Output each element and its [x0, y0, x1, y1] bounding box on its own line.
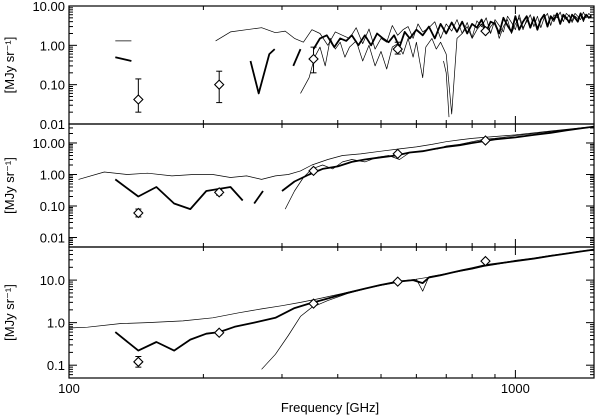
diamond-marker [308, 165, 319, 177]
y-tick-label: 1.00 [40, 167, 65, 182]
y-tick-label: 10.0 [40, 273, 65, 288]
data-point [213, 187, 225, 198]
diamond-marker [213, 327, 225, 338]
panel-2: 0.01 0.10 1.00 10.00 [MJy sr⁻¹] [2, 123, 595, 248]
data-point [133, 207, 144, 219]
diamond-marker [133, 356, 144, 368]
diamond-marker [392, 43, 404, 55]
x-axis: 100 1000 [58, 381, 530, 396]
data-point [308, 298, 319, 309]
thin-series-line [300, 13, 592, 115]
thin-series-line [443, 60, 450, 118]
data-point [308, 46, 319, 74]
data-point [480, 25, 491, 37]
data-point [308, 165, 319, 177]
thick-series-line [281, 125, 594, 192]
thick-series-line [312, 12, 592, 50]
diamond-marker [308, 53, 319, 65]
diamond-marker [480, 25, 491, 37]
thin-series-line [261, 248, 594, 370]
diamond-marker [392, 148, 404, 160]
data-point [213, 327, 225, 338]
y-axis-label: [MJy sr⁻¹] [2, 157, 17, 214]
panel-3: 0.1 1.0 10.0 [MJy sr⁻¹] [2, 246, 595, 379]
data-point [480, 135, 491, 146]
y-tick-label: 0.10 [40, 199, 65, 214]
thin-series-line [215, 11, 592, 50]
thin-series-line [78, 126, 594, 180]
panel-frame [68, 246, 595, 379]
y-tick-label: 0.1 [47, 358, 65, 373]
thick-series-line [114, 178, 244, 210]
panel-series [69, 248, 594, 370]
y-tick-label: 0.01 [40, 117, 65, 132]
data-point [392, 276, 404, 287]
thick-series-line [292, 48, 302, 67]
y-tick-label: 1.0 [47, 316, 65, 331]
diamond-marker [133, 207, 144, 219]
thick-series-line [114, 248, 594, 352]
chart-panels: 0.01 0.10 1.00 10.00 [MJy sr⁻¹] 0.01 0.10 1.00 1… [2, 0, 595, 379]
panel-1: 0.01 0.10 1.00 10.00 [MJy sr⁻¹] [2, 0, 595, 132]
data-point [213, 70, 225, 104]
data-point [133, 356, 144, 368]
data-point [133, 78, 144, 113]
y-tick-label: 10.00 [32, 0, 65, 14]
x-tick-label: 1000 [501, 381, 530, 396]
panel-series [78, 125, 594, 219]
diamond-marker [213, 187, 225, 198]
y-tick-label: 1.00 [40, 38, 65, 53]
thick-series-line [253, 190, 264, 205]
y-axis-label: [MJy sr⁻¹] [2, 284, 17, 341]
diamond-marker [480, 255, 491, 267]
thick-series-line [115, 56, 132, 62]
thick-series-line [249, 48, 276, 95]
y-tick-label: 0.10 [40, 78, 65, 93]
diamond-marker [133, 94, 144, 105]
data-point [392, 148, 404, 160]
y-axis-label: [MJy sr⁻¹] [2, 37, 17, 94]
data-point [480, 255, 491, 267]
diamond-marker [308, 298, 319, 309]
diamond-marker [213, 79, 225, 90]
data-point [392, 41, 404, 55]
panel-frame [68, 123, 595, 248]
y-tick-label: 10.00 [32, 136, 65, 151]
diamond-marker [480, 135, 491, 146]
x-tick-label: 100 [58, 381, 80, 396]
panel-series [115, 11, 592, 118]
diamond-marker [392, 276, 404, 287]
x-axis-label: Frequency [GHz] [281, 400, 379, 415]
y-tick-label: 0.01 [40, 231, 65, 246]
